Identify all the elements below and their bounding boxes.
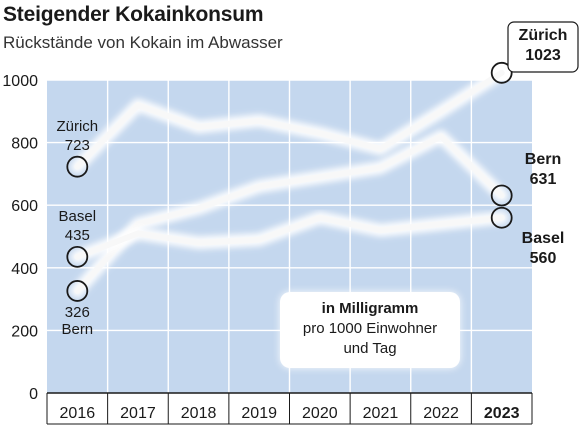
point-marker-start-zrich [66,155,89,178]
x-tick-label: 2018 [181,405,217,422]
series-line-zrich [74,69,505,170]
x-tick-label: 2023 [484,405,520,422]
point-marker-end-zrich [490,61,513,84]
y-tick-label: 800 [11,136,38,153]
unit-note: in Milligramm pro 1000 Einwohner und Tag [280,292,460,368]
point-marker-start-bern [66,280,89,302]
x-tick-label: 2019 [241,405,277,422]
y-tick-label: 400 [11,261,38,278]
end-label-name-zrich: Zürich [519,27,568,44]
end-label-name-bern: Bern [525,151,561,168]
start-label-name-basel: Basel [59,208,97,225]
x-tick-label: 2022 [423,405,459,422]
chart-title: Steigender Kokainkonsum [3,3,264,26]
unit-note-line1: in Milligramm [321,300,419,317]
axes: 0 200 400 600 800 1000 2016 2017 2018 2019 2020 202… [2,73,533,425]
x-tick-label: 2016 [60,405,96,422]
point-marker-end-basel [490,206,513,229]
start-label-value-zrich: 723 [65,137,90,154]
x-tick-label: 2017 [120,405,156,422]
chart-subtitle: Rückstände von Kokain im Abwasser [3,33,283,52]
start-label-value-basel: 435 [65,227,90,244]
x-tick-label: 2020 [302,405,338,422]
start-label-name-zrich: Zürich [56,118,98,135]
end-label-value-zrich: 1023 [525,47,561,64]
x-tick-label: 2021 [363,405,399,422]
series-line-basel [74,214,505,260]
end-label-box-zrich [507,21,579,73]
end-label-value-basel: 560 [530,250,557,267]
end-label-value-bern: 631 [530,171,557,188]
point-marker-end-bern [490,184,513,207]
point-marker-start-basel [66,245,89,268]
y-tick-label: 600 [11,198,38,215]
series-labels: Zürich723Bern326Basel435Zürich1023Bern63… [56,21,579,338]
end-label-name-basel: Basel [522,230,565,247]
y-tick-label: 1000 [2,73,38,90]
unit-note-line2: pro 1000 Einwohner [302,320,438,337]
series-line-bern [74,133,505,294]
start-label-value-bern: 326 [65,304,90,321]
y-tick-label: 0 [29,386,38,403]
series-lines [70,66,509,298]
start-label-name-bern: Bern [61,321,93,338]
series-markers [66,61,513,302]
y-tick-label: 200 [11,323,38,340]
unit-note-line3: und Tag [343,340,397,357]
